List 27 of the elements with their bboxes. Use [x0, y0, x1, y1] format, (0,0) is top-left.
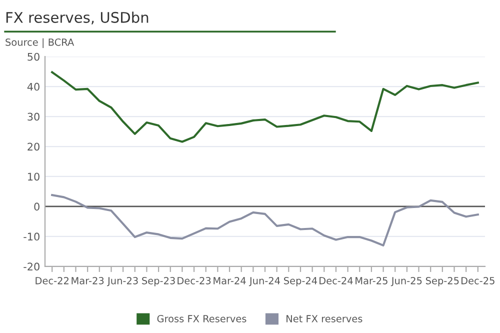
- y-tick-label: -20: [24, 262, 40, 271]
- x-tick-label: Mar-24: [214, 276, 246, 284]
- y-tick-label: 10: [28, 172, 40, 181]
- x-tick-label: Dec-22: [36, 276, 68, 284]
- line-series: [51, 194, 479, 246]
- x-tick-label: Sep-25: [426, 276, 459, 286]
- x-tick-label: Sep-24: [284, 276, 318, 286]
- source-note: Source | BCRA: [6, 38, 74, 48]
- x-tick-label: Mar-23: [72, 276, 104, 284]
- x-tick-label: Jun-25: [390, 276, 422, 286]
- x-tick-label: Jun-24: [248, 276, 280, 286]
- y-tick-label: 50: [28, 52, 40, 61]
- y-tick-label: 20: [28, 142, 40, 151]
- y-tick-label: 30: [28, 112, 40, 121]
- x-tick-label: Mar-25: [356, 276, 388, 284]
- y-tick-label: 0: [34, 202, 40, 211]
- y-tick-label: -10: [24, 232, 40, 241]
- x-tick-label: Jun-23: [107, 276, 138, 286]
- legend-label: Net FX reserves: [286, 315, 362, 322]
- x-tick-label: Dec-23: [178, 276, 211, 284]
- legend-label: Gross FX Reserves: [157, 315, 246, 322]
- chart-title: FX reserves, USDbn: [6, 12, 148, 24]
- x-tick-label: Sep-23: [142, 276, 175, 286]
- line-series: [51, 71, 479, 143]
- x-tick-label: Dec-24: [320, 276, 353, 284]
- x-tick-label: Dec-25: [462, 276, 494, 284]
- y-tick-label: 40: [27, 82, 40, 91]
